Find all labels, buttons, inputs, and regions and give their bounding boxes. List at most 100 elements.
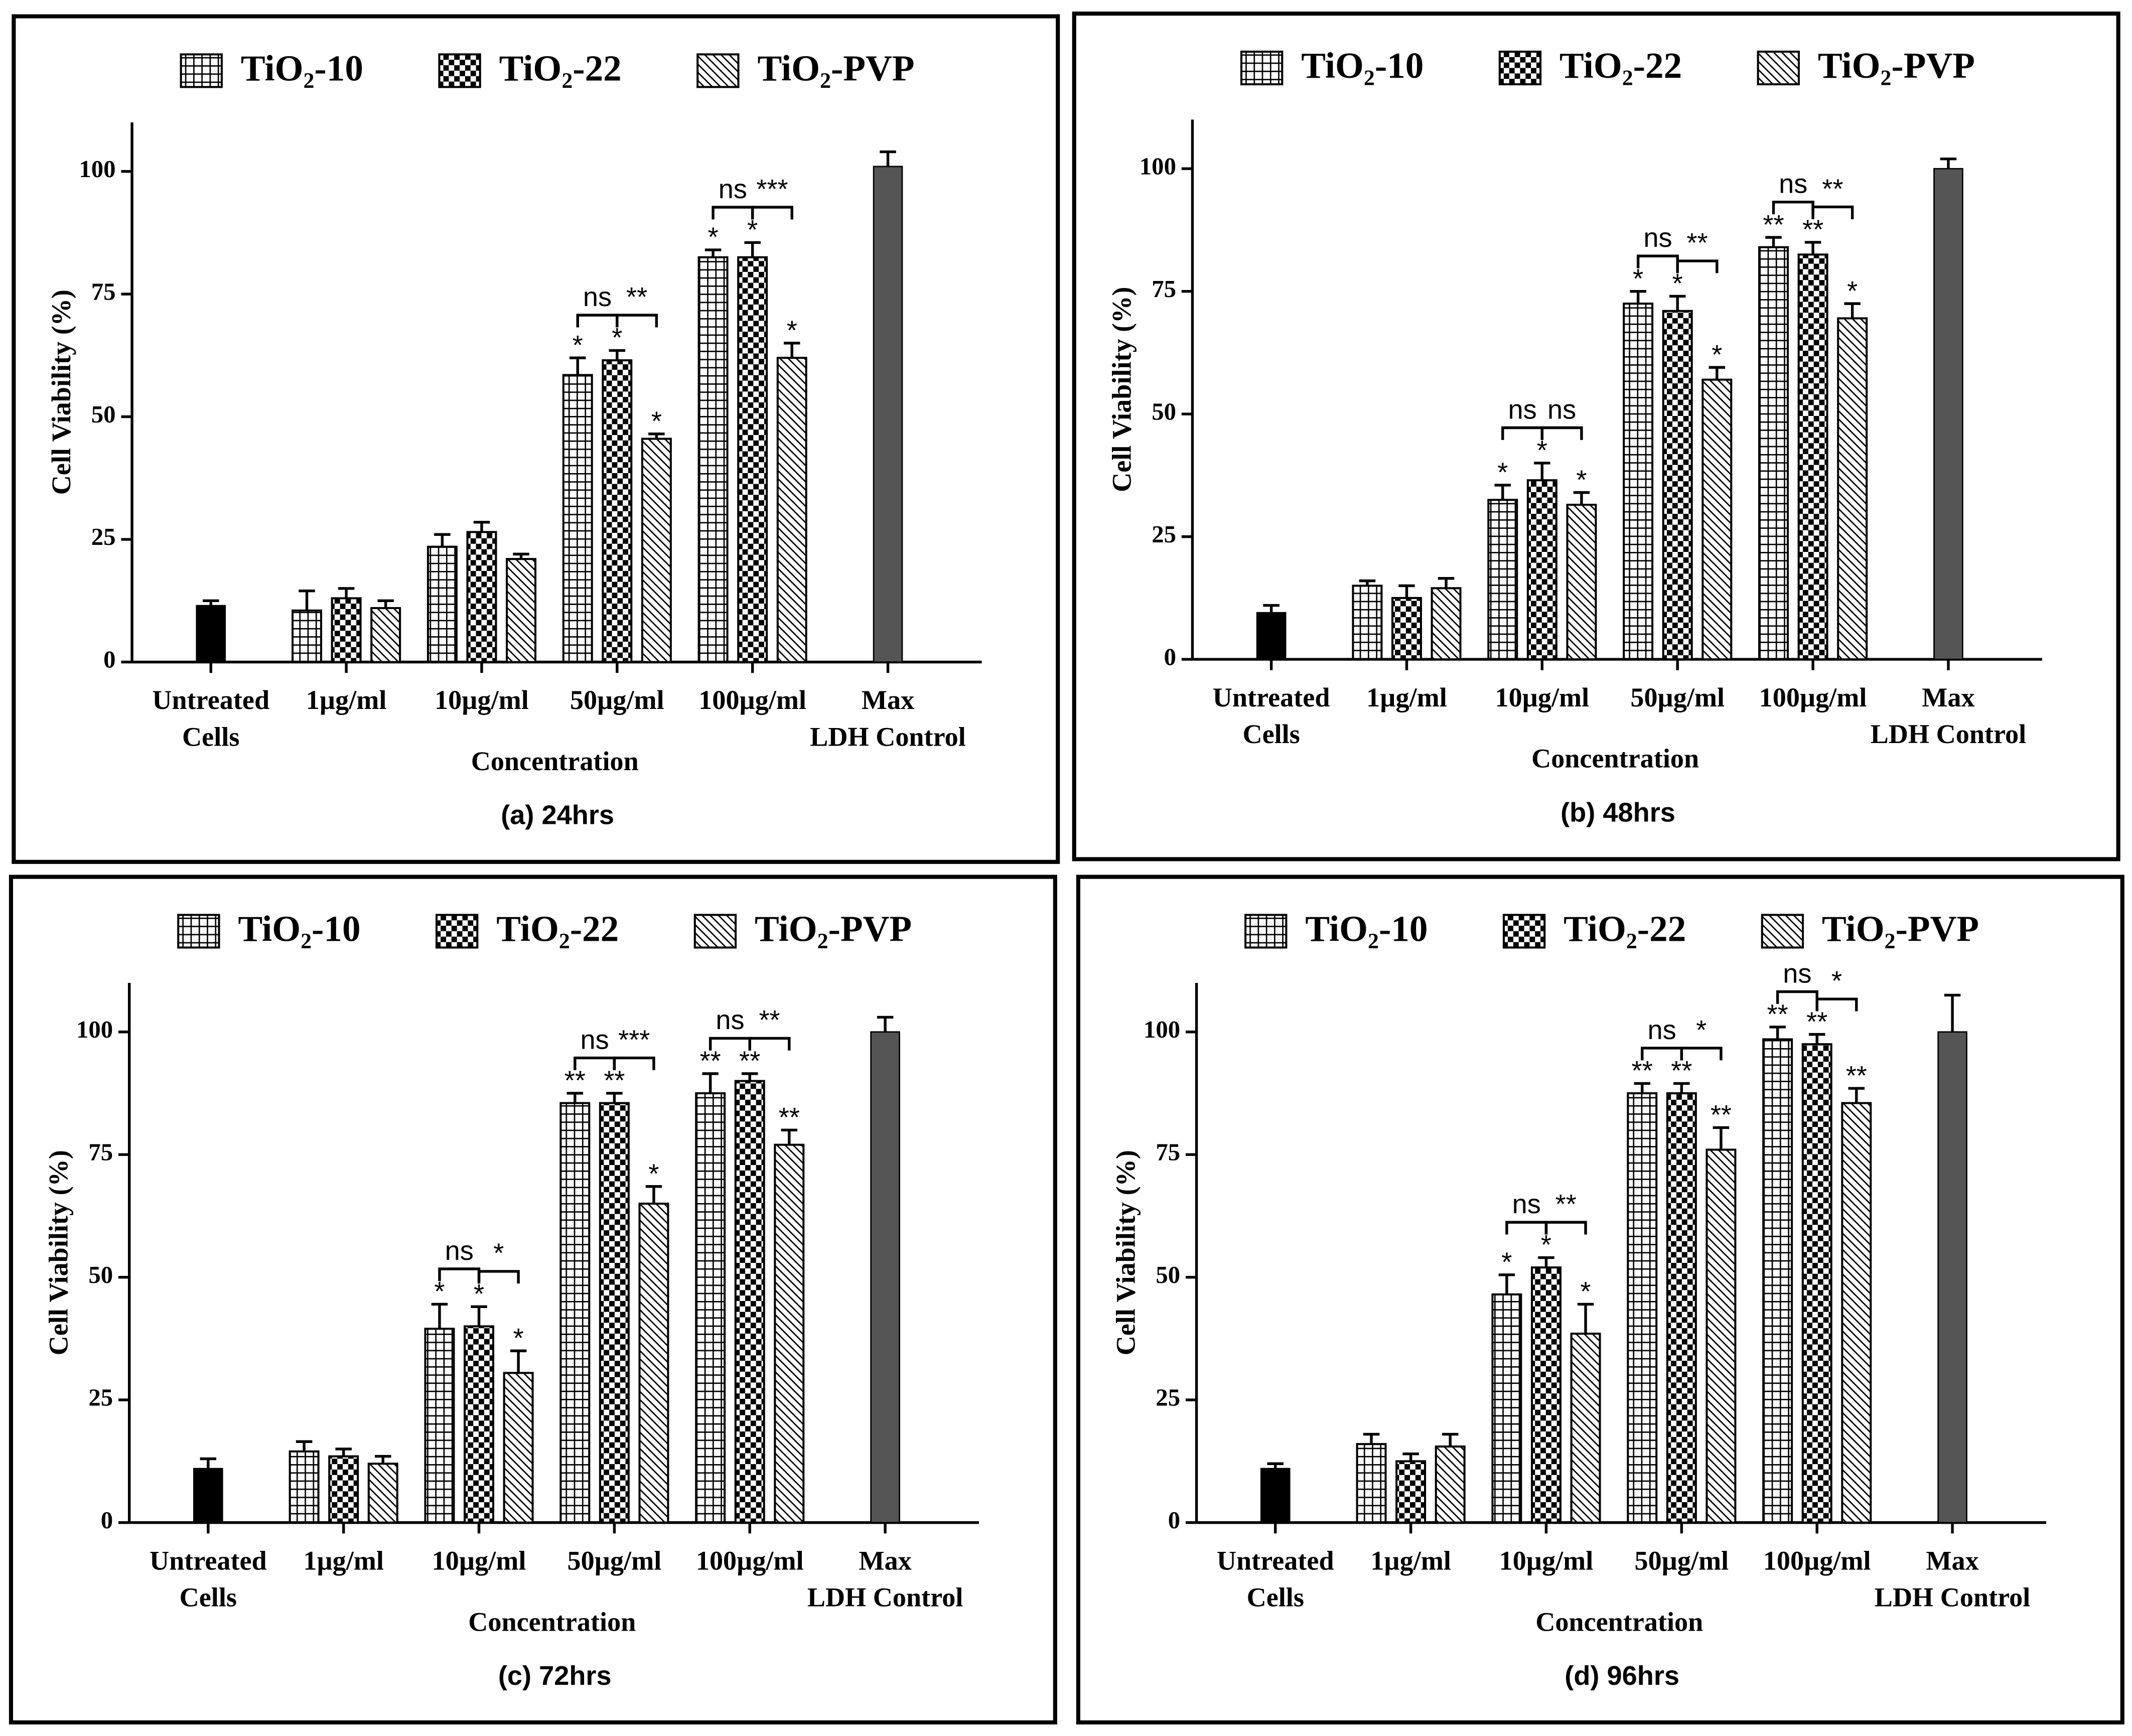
x-tick-label: 50µg/ml [570,685,664,715]
bracket-label: ns [1783,958,1811,988]
panel: TiO₂-10 TiO₂-22 TiO₂-PVP 0 25 50 75 100 Cell Via… [12,14,1060,864]
bracket-label: ** [1822,174,1843,204]
x-tick-label: LDH Control [1871,719,2027,749]
error-bar [609,349,626,361]
significance-star: * [1501,1247,1512,1277]
bracket [477,1270,520,1284]
error-bar [1808,1033,1825,1045]
bracket [613,1056,655,1070]
significance-star: * [1633,263,1643,294]
x-axis-label: Concentration [471,746,639,776]
error-bar [202,599,219,606]
bracket-label: ns [716,1005,744,1035]
bar [193,1468,223,1523]
y-axis-label: Cell Viability (%) [44,1150,74,1355]
bracket-label: ** [1555,1189,1577,1219]
bar [1566,504,1597,661]
bracket [1811,205,1854,219]
bar [289,1450,320,1524]
significance-star: * [1581,1276,1591,1307]
bar [1570,1333,1601,1524]
error-bar [338,587,355,599]
error-bar [1402,1453,1419,1462]
panel: TiO₂-10 TiO₂-22 TiO₂-PVP 0 25 50 75 100 Cell Via… [1072,12,2120,861]
legend-label: TiO₂-PVP [1818,45,1975,86]
x-tick-label: 100µg/ml [696,1545,804,1575]
bar [506,558,537,663]
legend-swatch [1757,50,1800,86]
bar [873,166,903,663]
significance-star: ** [1802,215,1823,245]
significance-star: * [612,323,622,353]
error-bar [1267,1462,1284,1469]
bar [1797,253,1828,661]
legend-swatch [696,53,740,88]
x-tick-label: LDH Control [1875,1582,2031,1612]
significance-star: * [1497,458,1508,488]
significance-star: * [651,406,662,436]
significance-star: * [648,1159,659,1189]
bar [1260,1468,1291,1523]
significance-star: * [1576,465,1587,495]
error-bar [377,599,394,608]
significance-star: ** [700,1046,721,1076]
y-tick-label: 50 [88,1261,113,1288]
y-tick-label: 50 [1152,398,1176,425]
legend-label: TiO₂-PVP [1822,908,1979,949]
error-bar [1442,1432,1459,1447]
bracket-label: * [1831,966,1842,996]
bracket [438,1267,481,1281]
error-bar [1534,462,1550,481]
bar [1352,585,1383,661]
error-bar [1669,295,1686,311]
error-bar [1363,1432,1380,1444]
y-tick-label: 25 [88,1384,113,1411]
significance-star: * [573,330,583,360]
bar [1395,1460,1427,1524]
bracket-label: ns [581,1025,609,1055]
bar [776,357,807,663]
error-bar [1848,1087,1865,1103]
significance-star: ** [1632,1056,1653,1086]
y-tick-label: 75 [91,278,116,305]
bracket-label: * [1696,1015,1707,1045]
x-tick-label: 100µg/ml [1759,682,1867,712]
error-bar [1494,484,1511,500]
significance-star: * [747,215,758,245]
significance-star: ** [1806,1006,1827,1037]
error-bar [1359,579,1376,586]
bracket [616,314,658,328]
error-bar [1634,1082,1651,1093]
error-bar [880,150,896,167]
error-bar [702,1072,719,1093]
legend-label: TiO₂-22 [499,48,622,88]
bracket [1544,1221,1587,1235]
panel-title: (a) 24hrs [501,800,614,830]
error-bar [1944,993,1961,1032]
x-tick-label: Untreated [1217,1545,1334,1575]
y-tick-label: 25 [1156,1384,1180,1411]
x-tick-label: Untreated [1213,682,1330,712]
error-bar [784,342,800,358]
x-tick-label: 50µg/ml [1630,682,1725,712]
panel-border [1076,875,2124,1724]
bracket-label: ns [445,1236,474,1266]
bracket [712,206,754,220]
significance-star: * [513,1323,524,1353]
x-tick-label: Cells [1242,719,1300,749]
x-axis-label: Concentration [1531,744,1699,774]
error-bar [1398,584,1415,598]
significance-star: ** [1846,1061,1867,1091]
legend-label: TiO₂-10 [1305,908,1428,949]
panel-title: (c) 72hrs [498,1661,612,1691]
significance-star: * [787,316,797,346]
bracket-label: ns [1512,1189,1541,1219]
bracket [1501,426,1544,440]
panel-border [12,14,1060,864]
error-bar [1765,236,1782,247]
x-tick-label: 50µg/ml [1634,1545,1729,1575]
x-tick-label: Max [859,1545,911,1575]
error-bar [431,1303,448,1329]
error-bar [1438,577,1455,589]
significance-star: * [1672,268,1683,299]
